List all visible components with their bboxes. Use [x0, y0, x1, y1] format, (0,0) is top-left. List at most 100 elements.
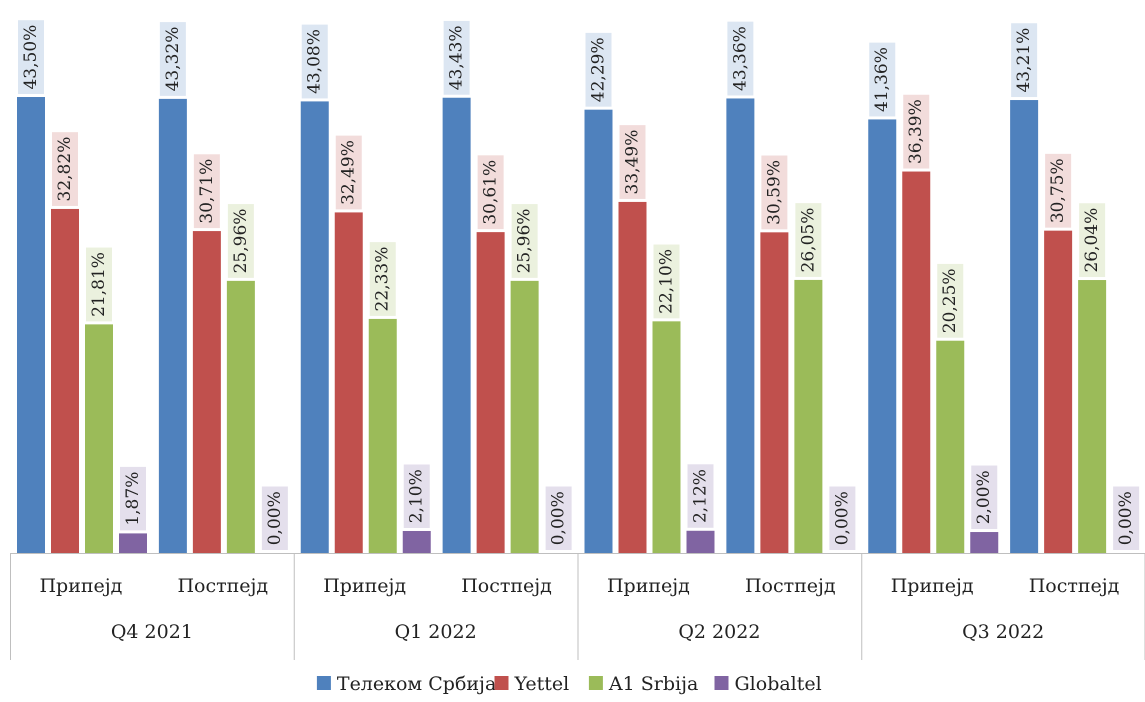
data-label-box [687, 464, 714, 528]
data-label: 43,32% [163, 27, 183, 92]
bar-телеком-србија-q3-2022-prepaid [868, 119, 897, 553]
data-label: 25,96% [231, 209, 251, 274]
data-label-box [619, 125, 646, 199]
data-label: 22,33% [373, 247, 393, 312]
data-label: 32,49% [339, 140, 359, 205]
bar-globaltel-q4-2021-prepaid [119, 533, 147, 553]
legend-swatch [588, 676, 603, 690]
data-label: 26,04% [1082, 208, 1102, 273]
data-label: 30,59% [764, 160, 784, 225]
data-label-box [159, 22, 186, 96]
bar-yettel-q2-2022-postpaid [760, 232, 789, 554]
bar-a1-srbija-q3-2022-postpaid [1078, 280, 1107, 553]
data-label: 25,96% [515, 209, 535, 274]
legend-swatch [316, 676, 331, 690]
data-label: 0,00% [1116, 491, 1136, 545]
data-label-box [971, 465, 998, 530]
data-label-box [727, 21, 754, 96]
data-label: 30,75% [1048, 158, 1068, 223]
bar-yettel-q1-2022-prepaid [334, 212, 363, 554]
x-group-label: Q4 2021 [111, 621, 193, 643]
bar-телеком-србија-q1-2022-prepaid [300, 101, 329, 553]
data-label-box [261, 486, 288, 550]
data-label: 43,08% [305, 29, 325, 94]
bar-телеком-србија-q2-2022-postpaid [726, 98, 755, 553]
bar-globaltel-q3-2022-prepaid [970, 532, 999, 553]
data-label-box [761, 155, 788, 230]
x-tick-label: Постпејд [745, 575, 836, 597]
data-label: 43,43% [447, 25, 467, 90]
bar-телеком-србија-q2-2022-prepaid [584, 109, 613, 553]
data-label-box [335, 135, 362, 210]
data-label: 20,25% [940, 268, 960, 333]
data-label: 30,61% [481, 160, 501, 225]
bar-yettel-q4-2021-postpaid [192, 231, 221, 554]
data-label: 2,00% [974, 470, 994, 524]
data-label: 42,29% [589, 37, 609, 102]
bar-yettel-q4-2021-prepaid [51, 208, 79, 553]
data-labels-layer: 43,50% 32,82% 21,81% 1,87% 43,32% 30,71% 25,96… [18, 20, 1140, 550]
data-label-box [795, 203, 822, 277]
data-label-box [403, 464, 430, 528]
data-label: 22,10% [657, 249, 677, 314]
data-label: 30,71% [197, 159, 217, 224]
data-label-box [937, 263, 964, 338]
data-label-box [869, 42, 896, 117]
bar-yettel-q1-2022-postpaid [476, 232, 505, 554]
bar-globaltel-q1-2022-prepaid [402, 530, 431, 553]
data-label-box [545, 486, 572, 550]
x-tick-label: Постпејд [461, 575, 552, 597]
bar-телеком-србија-q1-2022-postpaid [442, 97, 471, 553]
data-label: 2,12% [691, 469, 711, 523]
data-label-box [477, 155, 504, 230]
data-label: 26,05% [798, 208, 818, 273]
data-label-box [52, 132, 78, 206]
bar-a1-srbija-q2-2022-prepaid [652, 321, 681, 553]
data-label: 0,00% [265, 491, 285, 545]
data-label-box [653, 244, 680, 319]
data-label-box [193, 154, 220, 229]
data-label: 0,00% [832, 491, 852, 545]
data-label: 21,81% [89, 252, 109, 317]
data-label-box [18, 20, 44, 95]
data-label-box [227, 204, 254, 278]
x-group-label: Q1 2022 [395, 621, 477, 643]
bar-yettel-q3-2022-postpaid [1044, 230, 1073, 554]
legend-label: Yettel [514, 673, 570, 695]
x-tick-label: Припејд [891, 575, 974, 597]
bar-телеком-србија-q3-2022-postpaid [1010, 100, 1039, 553]
bar-a1-srbija-q2-2022-postpaid [794, 279, 823, 553]
data-label-box [585, 32, 612, 107]
data-label: 41,36% [872, 47, 892, 112]
data-label: 36,39% [906, 99, 926, 164]
bar-yettel-q3-2022-prepaid [902, 171, 931, 553]
data-label-box [443, 20, 470, 95]
data-label: 43,36% [730, 26, 750, 91]
data-label-box [1079, 203, 1106, 278]
data-label-box [1011, 23, 1038, 98]
bar-телеком-србија-q4-2021-prepaid [17, 97, 45, 553]
data-label: 33,49% [623, 130, 643, 195]
data-label: 43,21% [1014, 28, 1034, 93]
bar-a1-srbija-q3-2022-prepaid [936, 340, 965, 553]
bar-a1-srbija-q4-2021-postpaid [226, 280, 255, 553]
x-tick-label: Припејд [607, 575, 690, 597]
data-label: 32,82% [55, 137, 75, 202]
x-tick-label: Припејд [323, 575, 406, 597]
data-label-box [369, 242, 396, 316]
legend-swatch [714, 676, 729, 690]
bars-layer [17, 97, 1107, 554]
data-label-box [120, 466, 146, 531]
data-label-box [86, 247, 112, 322]
bar-телеком-србија-q4-2021-postpaid [158, 98, 187, 553]
data-label: 0,00% [549, 491, 569, 545]
bar-yettel-q2-2022-prepaid [618, 201, 647, 553]
data-label: 2,10% [407, 469, 427, 523]
bar-a1-srbija-q1-2022-prepaid [368, 318, 397, 553]
legend: Телеком Србија Yettel A1 Srbija Globaltel [316, 673, 822, 695]
data-label-box [829, 486, 856, 550]
data-label-box [1113, 486, 1140, 550]
x-axis: Припејд Постпејд Припејд Постпејд Припејд Пос… [10, 553, 1145, 660]
bar-a1-srbija-q1-2022-postpaid [510, 280, 539, 553]
legend-swatch [494, 676, 509, 690]
